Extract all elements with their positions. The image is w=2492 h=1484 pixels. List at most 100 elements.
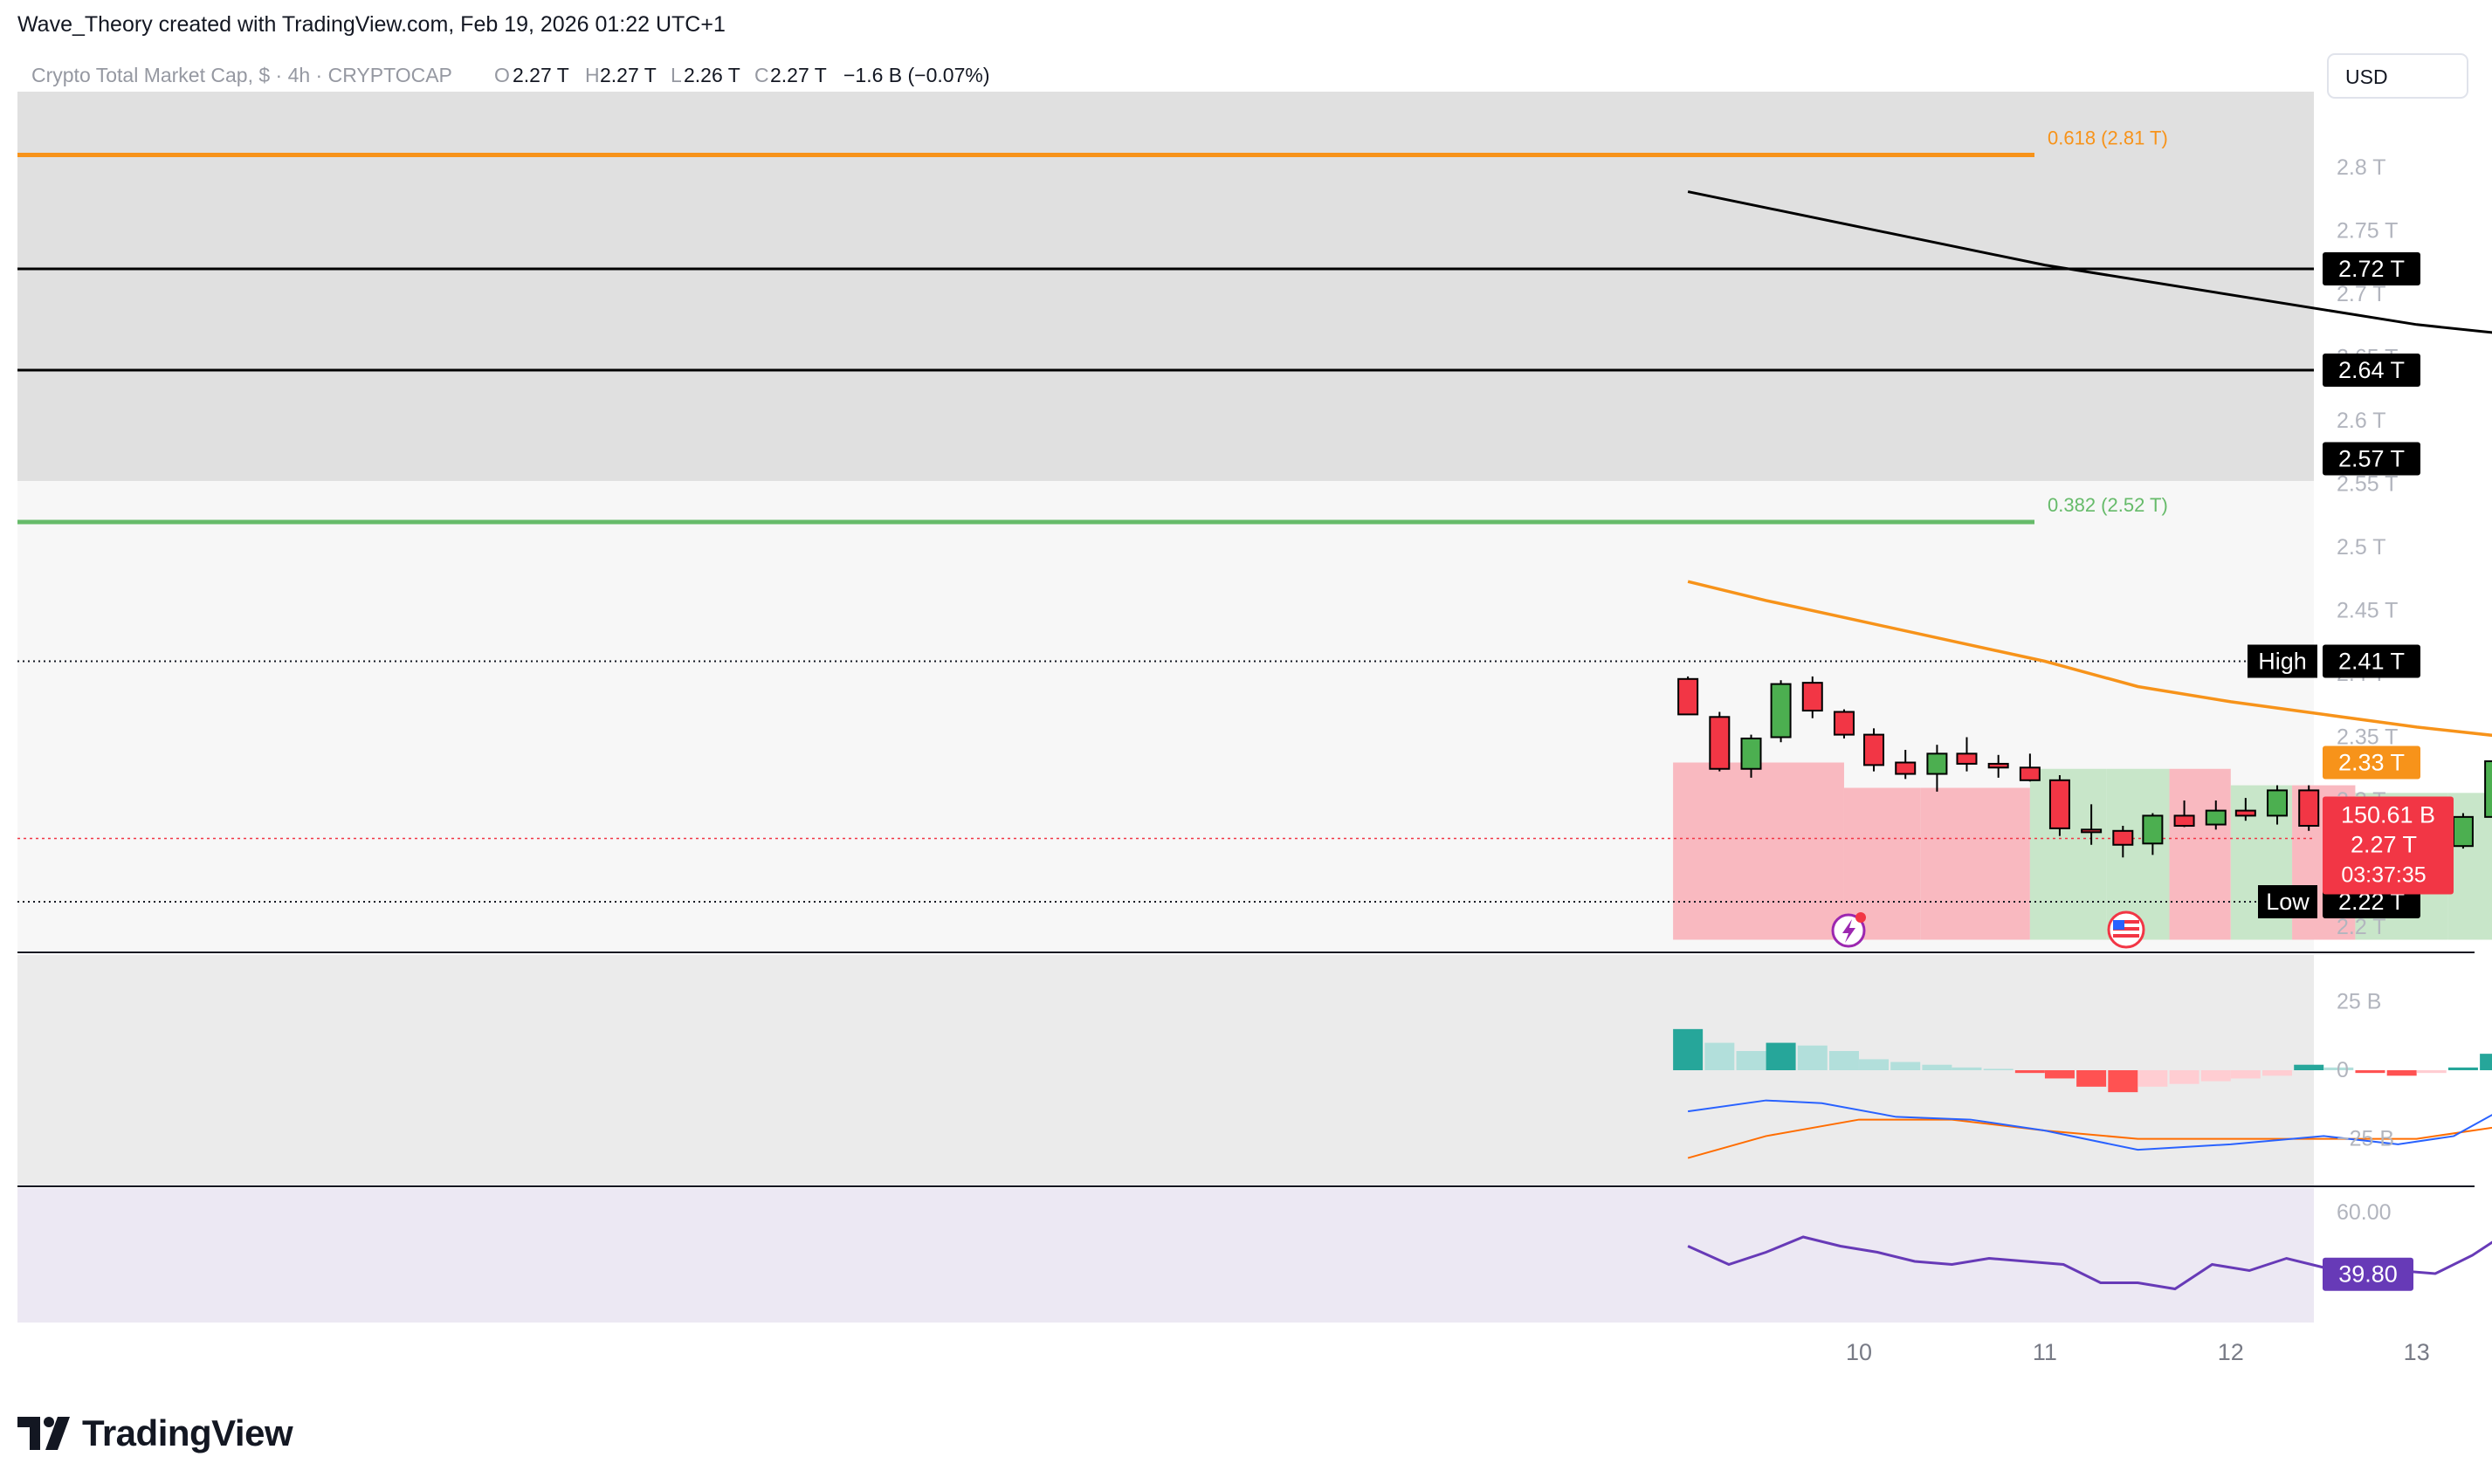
candle-down bbox=[1709, 716, 1731, 770]
us-flag-icon[interactable] bbox=[2107, 910, 2145, 949]
candle-down bbox=[1863, 733, 1885, 766]
tradingview-logo-icon bbox=[17, 1417, 70, 1450]
tradingview-logo[interactable]: TradingView bbox=[17, 1412, 293, 1454]
fib-zone-gray bbox=[17, 92, 2314, 481]
legend-close: 2.27 T bbox=[770, 64, 827, 86]
rsi-axis-label: 60.00 bbox=[2337, 1200, 2392, 1225]
candle-up bbox=[1926, 752, 1948, 775]
currency-label: USD bbox=[2345, 65, 2388, 88]
macd-histogram-bar bbox=[2014, 1070, 2045, 1074]
extreme-price-tag: 2.41 T bbox=[2338, 649, 2405, 675]
macd-histogram-bar bbox=[1922, 1064, 1952, 1070]
price-axis-label: 2.8 T bbox=[2337, 155, 2386, 180]
macd-histogram-bar bbox=[2447, 1067, 2478, 1070]
price-axis-label: 2.2 T bbox=[2337, 915, 2386, 939]
cloud-zone bbox=[2169, 768, 2231, 940]
rsi-value-tag: 39.80 bbox=[2338, 1261, 2398, 1288]
symbol-legend[interactable]: Crypto Total Market Cap, $ · 4h · CRYPTO… bbox=[31, 64, 990, 86]
rsi-line bbox=[1687, 1235, 2492, 1291]
legend-close-label: C bbox=[754, 64, 769, 86]
macd-signal-line bbox=[1687, 1118, 2492, 1159]
macd-histogram-bar bbox=[2480, 1054, 2492, 1070]
candle-down bbox=[1801, 682, 1823, 712]
candle-down bbox=[2048, 779, 2070, 829]
candle-down bbox=[1956, 752, 1978, 765]
macd-histogram-bar bbox=[1890, 1061, 1921, 1070]
macd-histogram-bar bbox=[1704, 1042, 1735, 1070]
lightning-icon[interactable] bbox=[1831, 912, 1866, 948]
time-axis-label: 13 bbox=[2404, 1339, 2430, 1365]
macd-axis-label: 0 bbox=[2337, 1058, 2349, 1082]
price-axis-label: 2.7 T bbox=[2337, 282, 2386, 306]
price-axis-label: 2.55 T bbox=[2337, 472, 2398, 497]
macd-histogram-bar bbox=[2323, 1067, 2354, 1070]
ma-price-tag-bg bbox=[2323, 442, 2420, 476]
macd-line bbox=[1687, 1099, 2492, 1151]
macd-histogram-bar bbox=[1859, 1059, 1890, 1070]
candle-up bbox=[1740, 737, 1762, 770]
macd-histogram-bar bbox=[2076, 1070, 2107, 1087]
ma-price-tag: 2.33 T bbox=[2338, 750, 2405, 776]
cloud-zone bbox=[2106, 768, 2170, 940]
cloud-zone bbox=[1920, 787, 2030, 940]
macd-histogram-bar bbox=[1797, 1045, 1828, 1070]
fib-level-label: 0.618 (2.81 T) bbox=[2048, 127, 2168, 149]
macd-histogram-bar bbox=[2355, 1070, 2385, 1074]
candle-up bbox=[1770, 683, 1792, 739]
macd-histogram-bar bbox=[1952, 1067, 1982, 1070]
candle-down bbox=[2234, 809, 2256, 817]
current-volume: 150.61 B bbox=[2341, 802, 2435, 828]
level-price-tag-bg bbox=[2323, 252, 2420, 285]
macd-histogram-bar bbox=[2044, 1070, 2075, 1079]
candle-up bbox=[2452, 815, 2474, 848]
candle-down bbox=[2298, 789, 2320, 828]
macd-histogram-bar bbox=[2200, 1070, 2231, 1082]
macd-histogram-bar bbox=[2416, 1070, 2447, 1074]
candle-up bbox=[2205, 809, 2227, 826]
ma-price-tag-bg bbox=[2323, 745, 2420, 780]
macd-histogram-bar bbox=[1983, 1068, 2014, 1070]
legend-low-label: L bbox=[671, 64, 682, 86]
price-axis-label: 2.6 T bbox=[2337, 409, 2386, 433]
level-price-tag: 2.72 T bbox=[2338, 256, 2405, 282]
candle-down bbox=[1987, 762, 2009, 769]
legend-high: 2.27 T bbox=[600, 64, 657, 86]
time-axis-label: 12 bbox=[2218, 1339, 2244, 1365]
chart-credit: Wave_Theory created with TradingView.com… bbox=[17, 12, 726, 37]
macd-histogram-bar bbox=[1828, 1051, 1859, 1070]
current-price: 2.27 T bbox=[2351, 832, 2417, 858]
legend-symbol: Crypto Total Market Cap, $ · 4h · CRYPTO… bbox=[31, 64, 452, 86]
time-axis-label: 10 bbox=[1846, 1339, 1872, 1365]
price-axis-label: 2.75 T bbox=[2337, 219, 2398, 244]
candle-down bbox=[1833, 711, 1855, 736]
tradingview-wordmark: TradingView bbox=[82, 1412, 293, 1453]
macd-histogram-bar bbox=[2108, 1070, 2138, 1093]
level-price-tag-bg bbox=[2323, 354, 2420, 387]
candle-up bbox=[2267, 789, 2289, 817]
long-ma-line bbox=[1687, 190, 2492, 334]
candle-down bbox=[2112, 829, 2134, 846]
rsi-value-tag-bg bbox=[2323, 1257, 2413, 1291]
macd-axis-label: 25 B bbox=[2337, 989, 2381, 1013]
macd-histogram-bar bbox=[2386, 1070, 2417, 1076]
macd-histogram-bar bbox=[2169, 1070, 2199, 1084]
extreme-price-tag-bg bbox=[2323, 644, 2420, 678]
price-axis-label: 2.5 T bbox=[2337, 535, 2386, 560]
candle-down bbox=[2173, 814, 2195, 828]
macd-axis-label: −25 B bbox=[2337, 1127, 2394, 1151]
candle-down bbox=[1677, 677, 1699, 716]
price-axis-label: 2.45 T bbox=[2337, 599, 2398, 623]
bar-countdown: 03:37:35 bbox=[2341, 863, 2426, 888]
extreme-label: Low bbox=[2266, 889, 2310, 915]
candle-down bbox=[2019, 766, 2041, 781]
candle-down bbox=[1895, 761, 1917, 775]
currency-button[interactable]: USD bbox=[2327, 53, 2468, 99]
extreme-label: High bbox=[2258, 649, 2307, 675]
macd-histogram-bar bbox=[2137, 1070, 2168, 1087]
macd-histogram-bar bbox=[2262, 1070, 2293, 1076]
extreme-label-bg bbox=[2248, 644, 2317, 678]
price-axis-label: 2.35 T bbox=[2337, 725, 2398, 750]
macd-histogram-bar bbox=[2294, 1064, 2324, 1070]
ema-line bbox=[1687, 580, 2492, 738]
